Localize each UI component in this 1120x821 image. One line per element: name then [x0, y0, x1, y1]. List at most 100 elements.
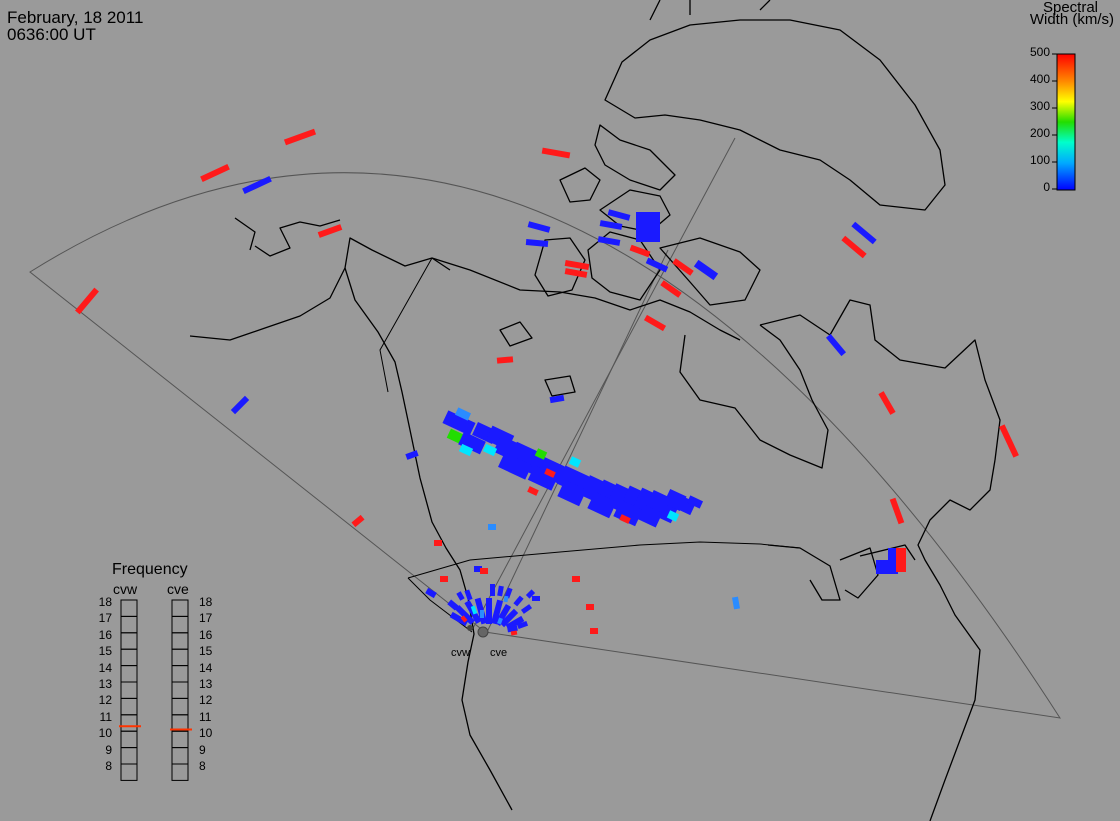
echo-cell: [497, 617, 503, 625]
echo-cell: [999, 424, 1019, 458]
echo-cell: [544, 468, 556, 478]
date-label: February, 18 2011: [7, 8, 144, 27]
echo-cell: [586, 604, 594, 610]
frequency-scale-cell: [171, 697, 189, 716]
echo-cell: [520, 604, 533, 614]
frequency-scale-cell: [171, 599, 189, 617]
echo-cell: [490, 584, 495, 596]
frequency-scale-number: 9: [105, 742, 112, 757]
echo-cell: [425, 587, 437, 599]
echo-cell: [527, 465, 559, 491]
frequency-scale-number: 17: [98, 611, 112, 626]
frequency-scale-cell: [120, 599, 138, 617]
frequency-scale-number: 13: [98, 677, 112, 691]
frequency-scale-number: 10: [98, 726, 112, 741]
echo-layer: [75, 128, 1019, 636]
frequency-scale-cell: [120, 763, 138, 781]
colorbar-title-line2: Width (km/s): [1029, 11, 1114, 28]
frequency-scale-cell: [171, 763, 189, 781]
frequency-scale-cell: [171, 730, 189, 749]
frequency-scale-cell: [171, 632, 189, 650]
echo-cell: [527, 221, 551, 233]
echo-cell: [499, 608, 519, 628]
site-marker-cvw: [467, 625, 473, 631]
echo-cell: [686, 495, 704, 509]
echo-cell: [660, 280, 682, 298]
echo-cell: [442, 410, 476, 436]
frequency-scale-number: 9: [199, 742, 206, 757]
echo-cell: [851, 221, 877, 245]
frequency-scale-number: 18: [98, 595, 112, 609]
frequency-scale-number: 10: [199, 726, 213, 741]
frequency-scale-number: 8: [199, 759, 206, 773]
frequency-scale-number: 16: [98, 627, 112, 642]
echo-cell: [636, 212, 660, 242]
echo-cell: [693, 259, 719, 281]
frequency-scale-cell: [171, 665, 189, 683]
borders: [379, 257, 801, 579]
echo-cell: [455, 605, 475, 625]
frequency-scale-number: 12: [199, 693, 213, 708]
frequency-scale-cell: [120, 615, 138, 634]
echo-cell: [619, 514, 631, 524]
echo-cell: [607, 209, 631, 221]
echo-cell: [458, 431, 486, 455]
frequency-scale-number: 16: [199, 627, 213, 642]
frequency-scale-number: 18: [199, 595, 213, 609]
echo-cell: [564, 268, 588, 278]
echo-cell: [507, 625, 518, 633]
echo-cell: [283, 128, 317, 146]
echo-cell: [525, 239, 549, 247]
echo-cell: [532, 596, 540, 601]
echo-cell: [564, 259, 590, 271]
echo-cell: [590, 628, 598, 634]
time-label: 0636:00 UT: [7, 25, 96, 44]
frequency-scale-number: 15: [199, 644, 213, 659]
echo-cell: [474, 566, 482, 572]
colorbar-tick: 300: [1029, 99, 1050, 113]
echo-cell: [460, 615, 468, 623]
echo-cell: [841, 235, 867, 259]
echo-cell: [513, 595, 524, 607]
echo-cell: [496, 356, 514, 364]
frequency-scale-cell: [120, 697, 138, 716]
echo-cell: [534, 448, 548, 460]
colorbar-title-line1: Spectral: [1042, 0, 1098, 16]
colorbar-tick: 100: [1029, 153, 1050, 167]
echo-cell: [456, 591, 465, 601]
echo-cell: [482, 443, 498, 457]
site-marker-cve: [477, 626, 489, 638]
frequency-title: Frequency: [112, 561, 188, 578]
echo-cell: [613, 499, 643, 527]
echo-cell: [666, 510, 680, 522]
echo-cell: [645, 257, 669, 273]
echo-cell: [629, 244, 651, 258]
colorbar-tick: 400: [1029, 72, 1050, 86]
echo-cell: [672, 258, 694, 276]
frequency-scale-cell: [171, 615, 189, 634]
frequency-scale-number: 14: [98, 660, 112, 675]
echo-cell: [599, 220, 623, 230]
echo-cell: [825, 333, 847, 357]
frequency-scale-number: 8: [105, 759, 112, 773]
echo-cell: [498, 452, 532, 480]
echo-cell: [488, 524, 496, 530]
echo-cell: [440, 576, 448, 582]
frequency-scale-cell: [120, 648, 138, 667]
site-label-cvw: cvw: [451, 647, 470, 659]
coastlines: [189, 0, 1001, 821]
echo-cell: [230, 395, 250, 415]
frequency-scale-cell: [171, 747, 189, 765]
echo-cell: [568, 456, 582, 468]
frequency-column-label-cve: cve: [167, 581, 189, 597]
frequency-scales: [119, 599, 192, 781]
colorbar-tick: 200: [1029, 126, 1050, 140]
frequency-scale-number: 11: [99, 709, 112, 724]
echo-cell: [557, 479, 587, 507]
echo-cell: [525, 589, 536, 599]
echo-cell: [75, 287, 99, 315]
echo-cell: [541, 147, 571, 159]
echo-cell: [242, 175, 272, 195]
